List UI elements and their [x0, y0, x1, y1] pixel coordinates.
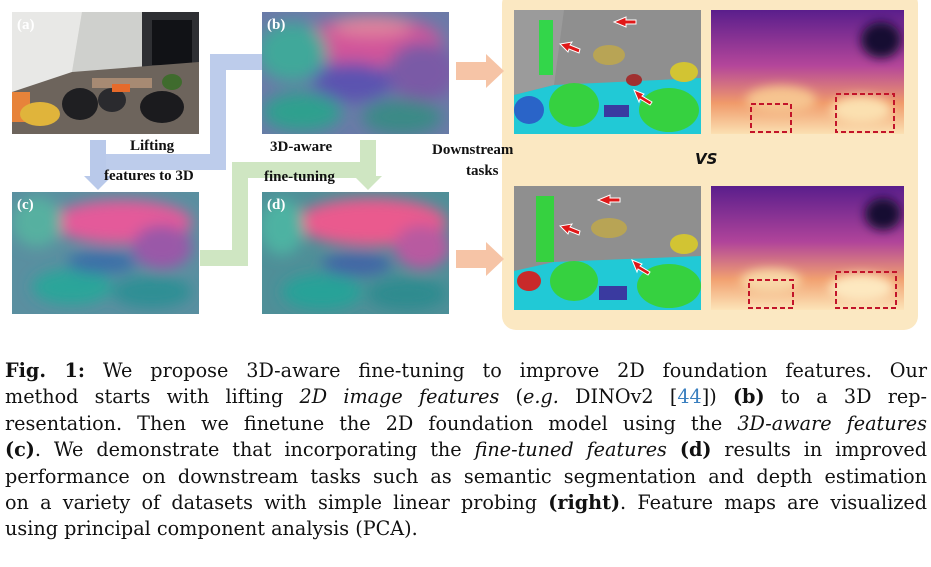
- figure-label: Fig. 1:: [5, 359, 85, 382]
- lifting-label-line2: features to 3D: [104, 168, 194, 184]
- segmentation-map-top: [514, 10, 701, 134]
- depth-finetuned: [711, 186, 904, 310]
- panel-a-photo: (a): [12, 12, 199, 134]
- caption-line-5: performance on downstream tasks such as …: [5, 464, 927, 488]
- figure-1: (a) (b): [12, 0, 918, 330]
- segmentation-map-bottom: [514, 186, 701, 310]
- panel-c-features: (c): [12, 192, 199, 314]
- lifting-label-line1: Lifting: [130, 138, 175, 154]
- feature-map-c: [12, 192, 199, 314]
- caption-line-4: (c). We demonstrate that incorporating t…: [5, 438, 927, 462]
- depth-map-bottom: [711, 186, 904, 310]
- panel-d-label: (d): [267, 197, 286, 213]
- downstream-arrow-bottom: [456, 250, 486, 268]
- panel-d-features: (d): [262, 192, 449, 314]
- segmentation-baseline: [514, 10, 701, 134]
- caption-line-6: on a variety of datasets with simple lin…: [5, 491, 927, 515]
- aware-label-line2: fine-tuning: [264, 169, 335, 185]
- depth-baseline: [711, 10, 904, 134]
- caption-line-7: using principal component analysis (PCA)…: [5, 517, 418, 541]
- caption-line-2: method starts with lifting 2D image feat…: [5, 385, 928, 409]
- panel-a-label: (a): [17, 17, 35, 33]
- downstream-label-line1: Downstream: [432, 142, 514, 158]
- feature-map-b: [262, 12, 449, 134]
- panel-b-label: (b): [267, 17, 286, 33]
- aware-label-line1: 3D-aware: [270, 139, 333, 155]
- figure-caption: Fig. 1: We propose 3D-aware fine-tuning …: [5, 358, 927, 543]
- caption-line-3: resentation. Then we finetune the 2D fou…: [5, 411, 927, 435]
- caption-line-1: Fig. 1: We propose 3D-aware fine-tuning …: [5, 359, 927, 382]
- panel-c-label: (c): [17, 197, 34, 213]
- vs-label: VS: [695, 150, 718, 168]
- citation-link[interactable]: 44: [677, 385, 702, 409]
- downstream-label-line2: tasks: [466, 163, 499, 179]
- office-photo: [12, 12, 199, 134]
- downstream-arrow-top: [456, 62, 486, 80]
- panel-b-features: (b): [262, 12, 449, 134]
- depth-map-top: [711, 10, 904, 134]
- segmentation-finetuned: [514, 186, 701, 310]
- feature-map-d: [262, 192, 449, 314]
- flow-arrows: [84, 54, 504, 276]
